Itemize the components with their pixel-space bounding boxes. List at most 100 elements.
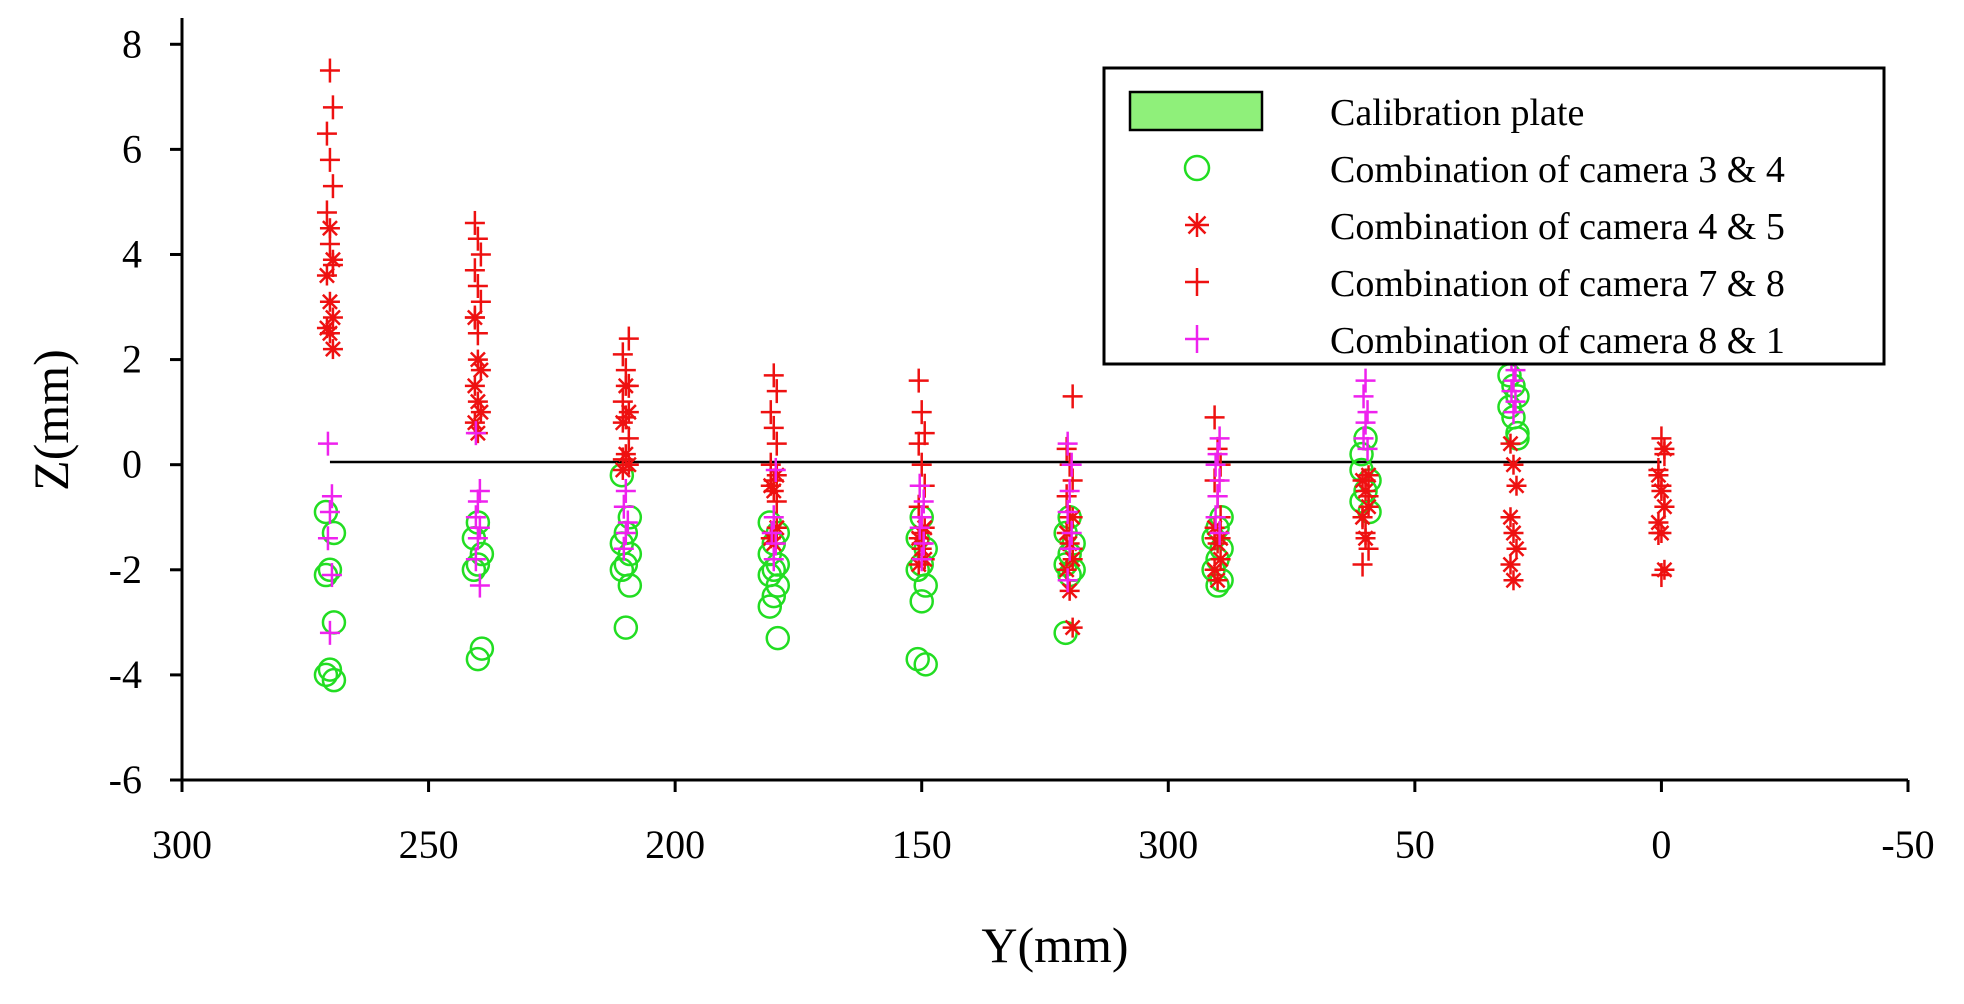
data-point-c78 <box>618 373 639 398</box>
data-point-c78 <box>763 468 784 493</box>
y-tick-label: 8 <box>122 21 142 66</box>
data-point-c81 <box>1503 368 1524 393</box>
legend-label-c81: Combination of camera 8 & 1 <box>1330 320 1785 362</box>
data-point-c78 <box>1651 473 1672 498</box>
data-point-c45 <box>467 391 488 412</box>
data-point-c81 <box>1209 521 1230 546</box>
y-tick-label: 2 <box>122 337 142 382</box>
data-point-c81 <box>1355 410 1376 435</box>
data-point-c81 <box>465 547 486 572</box>
data-point-c78 <box>911 400 932 425</box>
data-point-c78 <box>766 431 787 456</box>
x-tick-label: -50 <box>1881 822 1934 867</box>
data-point-c81 <box>1353 384 1374 409</box>
data-point-c34 <box>321 667 347 693</box>
data-point-c81 <box>615 478 636 503</box>
data-point-c81 <box>1061 452 1082 477</box>
data-point-c81 <box>321 484 342 509</box>
legend-marker-c34 <box>1183 154 1211 182</box>
y-tick-label: 6 <box>122 126 142 171</box>
data-point-c34 <box>609 557 635 583</box>
data-point-c34 <box>1349 441 1374 467</box>
data-point-c81 <box>617 510 638 535</box>
x-tick-label: 200 <box>645 822 705 867</box>
data-point-c81 <box>1355 368 1376 393</box>
data-point-c81 <box>1209 468 1230 493</box>
data-point-c45 <box>319 218 340 239</box>
data-point-c78 <box>467 274 488 299</box>
data-point-c45 <box>1506 538 1527 559</box>
legend-marker-c78 <box>1185 268 1209 296</box>
data-point-c78 <box>1654 442 1675 467</box>
legend-marker-c45 <box>1185 213 1209 237</box>
data-point-c34 <box>321 520 347 546</box>
data-point-c81 <box>615 521 636 546</box>
data-point-c81 <box>1357 400 1378 425</box>
data-point-c78 <box>760 452 781 477</box>
data-point-c81 <box>1057 499 1078 524</box>
data-point-c81 <box>613 536 634 561</box>
legend-label-c78: Combination of camera 7 & 8 <box>1330 263 1785 305</box>
data-point-c78 <box>1355 468 1376 493</box>
data-point-c78 <box>766 489 787 514</box>
data-point-c45 <box>1654 559 1675 580</box>
axis-labels: Y(mm) Z(mm) <box>23 349 1129 973</box>
data-point-c78 <box>316 200 337 225</box>
data-point-c81 <box>1057 568 1078 593</box>
data-point-c78 <box>1358 536 1379 561</box>
data-point-c81 <box>1353 426 1374 451</box>
data-point-c78 <box>467 226 488 251</box>
data-point-c34 <box>465 552 491 577</box>
data-point-c78 <box>1352 552 1373 577</box>
data-point-c78 <box>612 389 633 414</box>
legend-swatch-plate <box>1128 90 1264 132</box>
data-point-c78 <box>467 321 488 346</box>
data-point-c78 <box>618 326 639 351</box>
data-point-c78 <box>464 305 485 330</box>
data-point-c78 <box>322 252 343 277</box>
data-point-c81 <box>1357 436 1378 461</box>
data-point-c78 <box>1651 563 1672 588</box>
data-point-c45 <box>322 307 343 328</box>
data-point-c34 <box>317 557 343 583</box>
data-point-c78 <box>322 95 343 120</box>
data-point-c81 <box>319 620 340 645</box>
data-point-c81 <box>317 526 338 551</box>
data-point-c78 <box>615 358 636 383</box>
data-point-c45 <box>1506 475 1527 496</box>
data-point-c81 <box>469 573 490 598</box>
data-point-c78 <box>319 231 340 256</box>
data-point-c78 <box>1204 405 1225 430</box>
y-tick-label: -6 <box>109 757 142 802</box>
data-point-c78 <box>1062 384 1083 409</box>
data-point-c81 <box>467 489 488 514</box>
data-point-c45 <box>1207 570 1228 591</box>
data-point-c78 <box>1651 426 1672 451</box>
y-tick-label: -4 <box>109 652 142 697</box>
data-point-c81 <box>765 457 786 482</box>
data-point-c78 <box>908 431 929 456</box>
data-point-c45 <box>1503 454 1524 475</box>
data-point-c78 <box>1355 521 1376 546</box>
data-point-c78 <box>319 58 340 83</box>
data-point-c78 <box>1059 505 1080 530</box>
data-point-c45 <box>1210 549 1231 570</box>
data-point-c45 <box>322 339 343 360</box>
data-point-c81 <box>763 505 784 530</box>
data-point-c78 <box>908 494 929 519</box>
data-point-c45 <box>1503 523 1524 544</box>
data-point-c81 <box>465 505 486 530</box>
data-point-c45 <box>1059 580 1080 601</box>
series-c81 <box>317 337 1526 645</box>
data-point-c78 <box>618 426 639 451</box>
data-point-c81 <box>1503 400 1524 425</box>
data-point-c81 <box>909 473 930 498</box>
data-point-c34 <box>909 589 934 614</box>
data-point-c78 <box>464 258 485 283</box>
data-point-c81 <box>1501 379 1522 404</box>
y-tick-label: 4 <box>122 231 142 276</box>
data-point-c81 <box>469 515 490 540</box>
data-point-c78 <box>908 368 929 393</box>
data-point-c78 <box>470 242 491 267</box>
